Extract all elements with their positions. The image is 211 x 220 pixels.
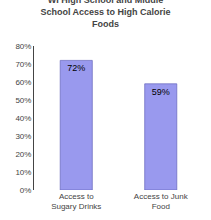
svg-text:59%: 59%: [152, 87, 170, 97]
svg-text:40%: 40%: [15, 114, 31, 123]
svg-text:30%: 30%: [15, 132, 31, 141]
svg-text:Access to JunkFood: Access to JunkFood: [134, 192, 189, 211]
svg-text:60%: 60%: [15, 78, 31, 87]
svg-text:WI High School and MiddleSchoo: WI High School and MiddleSchool Access t…: [40, 0, 170, 29]
svg-text:Access toSugary Drinks: Access toSugary Drinks: [51, 192, 101, 211]
svg-text:50%: 50%: [15, 96, 31, 105]
svg-text:20%: 20%: [15, 150, 31, 159]
svg-text:70%: 70%: [15, 60, 31, 69]
svg-text:80%: 80%: [15, 42, 31, 51]
svg-text:72%: 72%: [67, 63, 85, 73]
svg-text:0%: 0%: [20, 186, 32, 195]
svg-text:10%: 10%: [15, 168, 31, 177]
